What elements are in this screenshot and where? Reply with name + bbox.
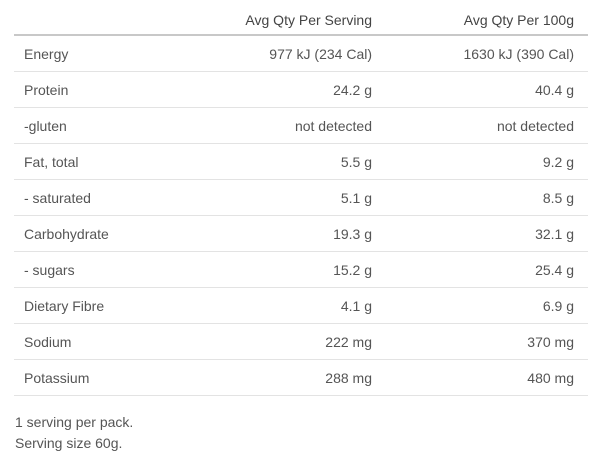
nutrient-name: -gluten: [14, 107, 184, 144]
nutrient-name: Fat, total: [14, 143, 184, 180]
per-100g-value: 6.9 g: [386, 287, 588, 324]
per-100g-value: not detected: [386, 107, 588, 144]
nutrient-name: Protein: [14, 71, 184, 108]
serving-notes: 1 serving per pack. Serving size 60g.: [15, 412, 133, 454]
per-serving-value: 5.5 g: [184, 143, 386, 180]
nutrient-name: Dietary Fibre: [14, 287, 184, 324]
serving-size: Serving size 60g.: [15, 435, 123, 451]
nutrient-name: - saturated: [14, 179, 184, 216]
header-nutrient: [14, 6, 184, 36]
per-100g-value: 40.4 g: [386, 71, 588, 108]
per-100g-value: 8.5 g: [386, 179, 588, 216]
per-100g-value: 1630 kJ (390 Cal): [386, 35, 588, 72]
table-row: - saturated 5.1 g 8.5 g: [14, 179, 588, 216]
nutrient-name: Carbohydrate: [14, 215, 184, 252]
per-serving-value: 977 kJ (234 Cal): [184, 35, 386, 72]
table-row: - sugars 15.2 g 25.4 g: [14, 251, 588, 288]
per-serving-value: 15.2 g: [184, 251, 386, 288]
table-row: Potassium 288 mg 480 mg: [14, 359, 588, 396]
per-100g-value: 480 mg: [386, 359, 588, 396]
servings-per-pack: 1 serving per pack.: [15, 414, 134, 430]
table-row: Fat, total 5.5 g 9.2 g: [14, 143, 588, 180]
per-serving-value: 4.1 g: [184, 287, 386, 324]
per-serving-value: 222 mg: [184, 323, 386, 360]
header-per-100g: Avg Qty Per 100g: [386, 6, 588, 36]
per-serving-value: 19.3 g: [184, 215, 386, 252]
nutrition-table: Avg Qty Per Serving Avg Qty Per 100g Ene…: [14, 6, 588, 396]
table-row: Sodium 222 mg 370 mg: [14, 323, 588, 360]
per-100g-value: 370 mg: [386, 323, 588, 360]
table-row: Protein 24.2 g 40.4 g: [14, 71, 588, 108]
table-row: Energy 977 kJ (234 Cal) 1630 kJ (390 Cal…: [14, 35, 588, 72]
nutrient-name: Potassium: [14, 359, 184, 396]
per-100g-value: 25.4 g: [386, 251, 588, 288]
nutrient-name: - sugars: [14, 251, 184, 288]
per-100g-value: 32.1 g: [386, 215, 588, 252]
table-row: -gluten not detected not detected: [14, 107, 588, 144]
per-serving-value: 5.1 g: [184, 179, 386, 216]
table-row: Dietary Fibre 4.1 g 6.9 g: [14, 287, 588, 324]
nutrient-name: Sodium: [14, 323, 184, 360]
per-serving-value: not detected: [184, 107, 386, 144]
table-row: Carbohydrate 19.3 g 32.1 g: [14, 215, 588, 252]
nutrient-name: Energy: [14, 35, 184, 72]
per-serving-value: 288 mg: [184, 359, 386, 396]
per-100g-value: 9.2 g: [386, 143, 588, 180]
per-serving-value: 24.2 g: [184, 71, 386, 108]
table-header-row: Avg Qty Per Serving Avg Qty Per 100g: [14, 6, 588, 36]
header-per-serving: Avg Qty Per Serving: [184, 6, 386, 36]
